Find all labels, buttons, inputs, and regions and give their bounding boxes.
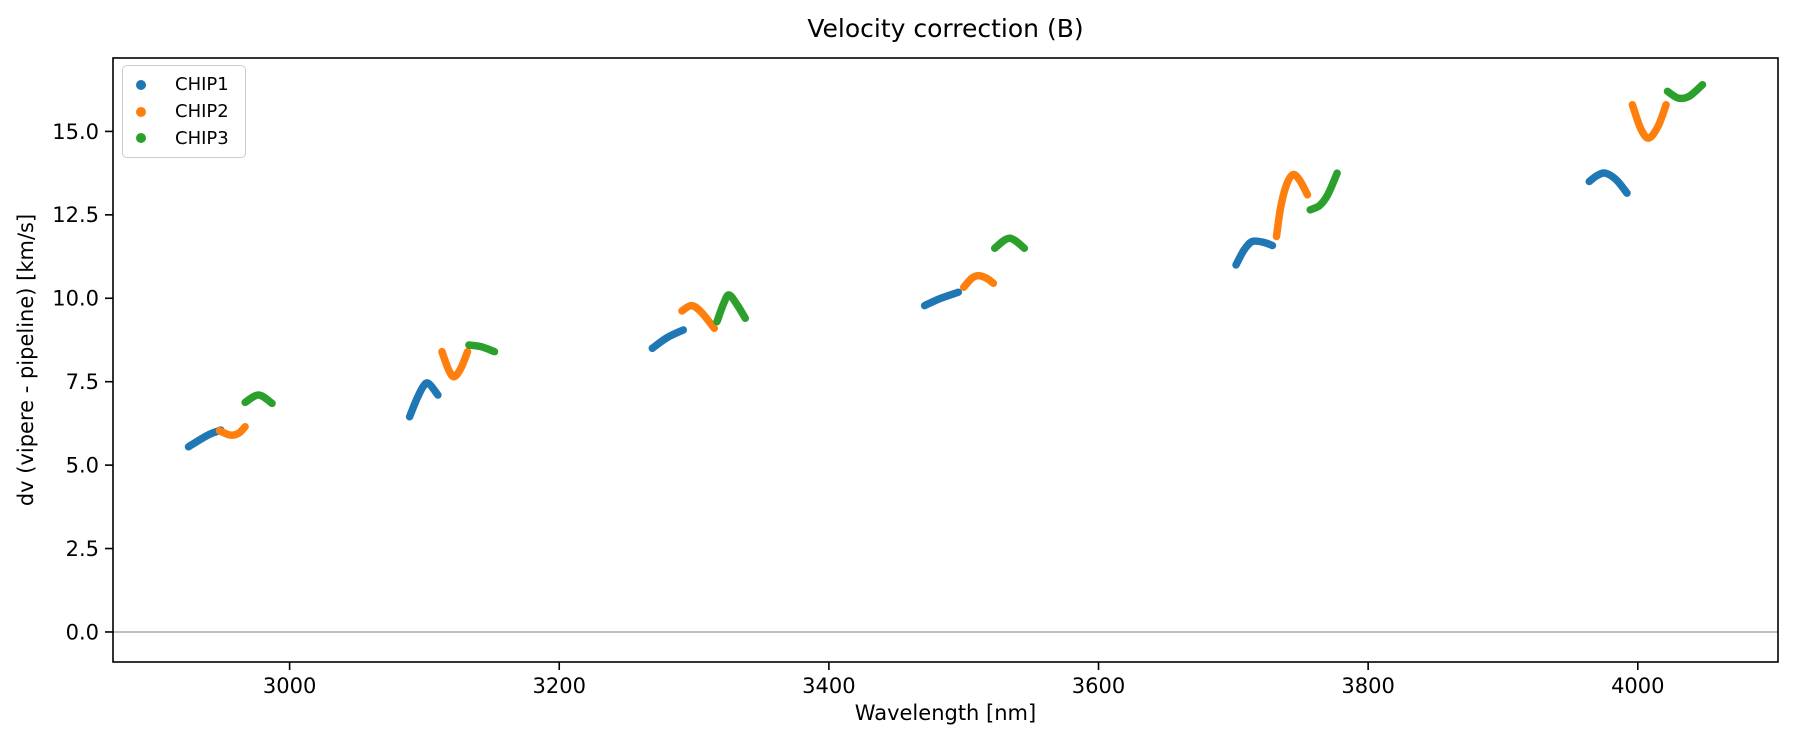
y-tick-label: 5.0: [66, 453, 99, 477]
x-tick-label: 4000: [1611, 674, 1664, 698]
x-tick-label: 3600: [1072, 674, 1125, 698]
data-segment-chip2: [678, 301, 719, 333]
data-segment-chip1: [1232, 237, 1277, 269]
data-segment-chip1: [648, 326, 688, 353]
data-segment-chip3: [713, 291, 750, 326]
y-tick-label: 10.0: [52, 287, 99, 311]
data-segment-chip2: [438, 347, 472, 381]
data-segment-chip1: [920, 288, 963, 310]
data-segment-chip2: [959, 271, 998, 292]
legend-label: CHIP2: [175, 100, 229, 122]
data-segment-chip2: [1628, 100, 1670, 142]
legend-item-chip3: CHIP3: [136, 127, 229, 149]
legend-marker-icon: [136, 133, 146, 144]
y-tick-label: 7.5: [66, 370, 99, 394]
y-tick-label: 2.5: [66, 537, 99, 561]
data-segment-chip3: [241, 391, 276, 408]
y-tick-label: 12.5: [52, 203, 99, 227]
legend-marker-icon: [136, 106, 146, 117]
legend-item-chip2: CHIP2: [136, 100, 229, 122]
legend-marker-icon: [136, 79, 146, 90]
axes-frame: [112, 57, 1779, 663]
data-segment-chip2: [215, 422, 249, 439]
x-tick-label: 3200: [533, 674, 586, 698]
data-segment-chip1: [1585, 169, 1631, 197]
legend: CHIP1 CHIP2 CHIP3: [122, 65, 246, 159]
x-tick-label: 3400: [802, 674, 855, 698]
y-axis-label: dv (vipere - pipeline) [km/s]: [14, 213, 38, 507]
x-axis-label: Wavelength [nm]: [854, 701, 1037, 725]
data-segment-chip3: [1306, 169, 1341, 214]
data-segment-chip1: [405, 379, 442, 421]
data-segment-chip3: [990, 234, 1029, 252]
legend-label: CHIP1: [175, 74, 229, 95]
y-tick-label: 0.0: [66, 620, 99, 644]
legend-item-chip1: CHIP1: [136, 75, 229, 95]
legend-label: CHIP3: [175, 127, 229, 149]
data-segment-chip1: [184, 426, 225, 451]
y-tick-label: 15.0: [52, 120, 99, 144]
x-tick-label: 3800: [1341, 674, 1394, 698]
data-segment-chip3: [1663, 80, 1707, 103]
chart-title: Velocity correction (B): [807, 14, 1084, 43]
data-segment-chip2: [1272, 170, 1312, 241]
data-segment-chip3: [465, 341, 499, 356]
x-tick-label: 3000: [263, 674, 316, 698]
